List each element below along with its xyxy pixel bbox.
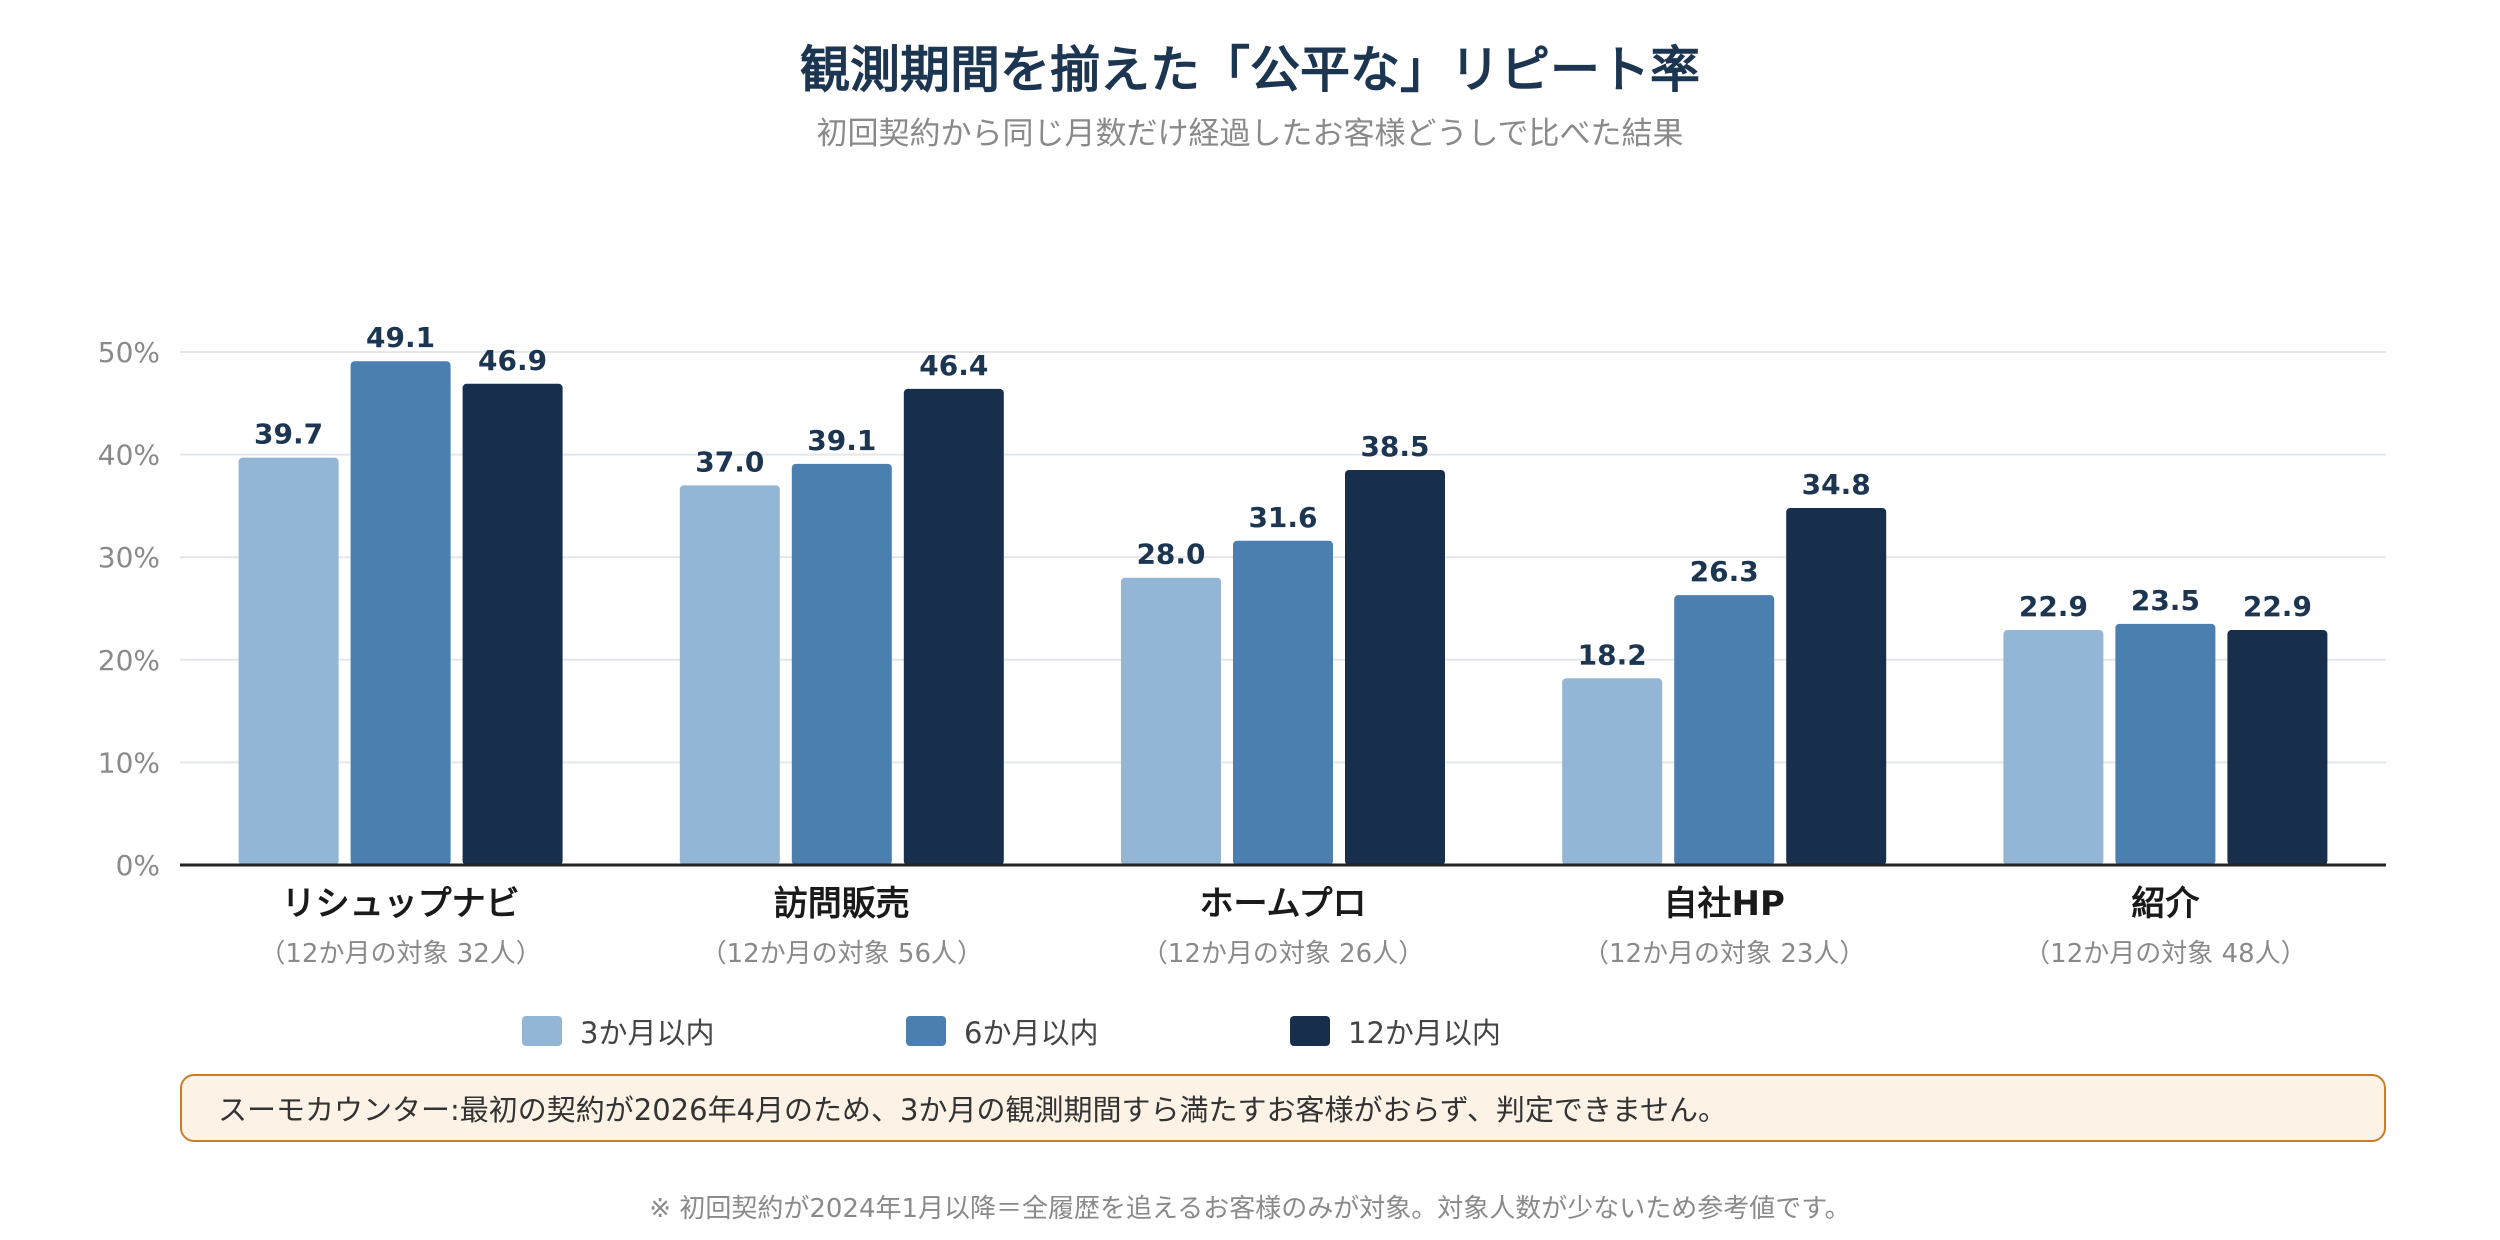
footnote: ※ 初回契約が2024年1月以降＝全履歴を追えるお客様のみが対象。対象人数が少な… bbox=[649, 1194, 1851, 1224]
bar bbox=[1345, 469, 1445, 865]
bar bbox=[903, 388, 1004, 865]
data-label: 37.0 bbox=[695, 445, 764, 478]
bar bbox=[2115, 623, 2216, 865]
category-note: （12か月の対象 32人） bbox=[259, 939, 541, 969]
data-label: 23.5 bbox=[2131, 584, 2200, 617]
category-note: （12か月の対象 23人） bbox=[1583, 939, 1865, 969]
bar bbox=[679, 485, 780, 865]
y-tick-label: 40% bbox=[98, 439, 160, 472]
bar bbox=[1562, 678, 1663, 865]
data-label: 26.3 bbox=[1690, 555, 1759, 588]
data-label: 49.1 bbox=[366, 321, 435, 354]
data-label: 18.2 bbox=[1578, 638, 1647, 671]
y-tick-label: 50% bbox=[98, 336, 160, 369]
notice-box: スーモカウンター:最初の契約が2026年4月のため、3か月の観測期間すら満たすお… bbox=[180, 1074, 2386, 1142]
bar bbox=[462, 383, 563, 865]
bar bbox=[350, 361, 451, 865]
legend: 3か月以内 6か月以内 12か月以内 bbox=[0, 1006, 2500, 1056]
legend-swatch-6m bbox=[906, 1016, 946, 1046]
data-label: 39.1 bbox=[807, 424, 876, 457]
bar bbox=[1786, 507, 1887, 865]
category-label: 紹介 bbox=[2131, 884, 2200, 924]
chart-subtitle: 初回契約から同じ月数だけ経過したお客様どうしで比べた結果 bbox=[816, 116, 1684, 152]
category-label: 訪問販売 bbox=[774, 884, 910, 924]
chart-title: 観測期間を揃えた「公平な」リピート率 bbox=[800, 41, 1700, 99]
data-label: 38.5 bbox=[1360, 430, 1429, 463]
data-label: 31.6 bbox=[1248, 501, 1317, 534]
y-tick-label: 10% bbox=[98, 746, 160, 779]
data-label: 39.7 bbox=[254, 418, 323, 451]
legend-label-6m: 6か月以内 bbox=[964, 1016, 1099, 1050]
data-label: 22.9 bbox=[2243, 590, 2312, 623]
bar bbox=[238, 457, 339, 865]
data-label: 22.9 bbox=[2019, 590, 2088, 623]
y-tick-label: 30% bbox=[98, 541, 160, 574]
bar bbox=[1233, 540, 1333, 865]
notice-text: スーモカウンター:最初の契約が2026年4月のため、3か月の観測期間すら満たすお… bbox=[218, 1093, 1727, 1127]
legend-label-12m: 12か月以内 bbox=[1348, 1016, 1501, 1050]
y-tick-label: 20% bbox=[98, 644, 160, 677]
legend-swatch-12m bbox=[1290, 1016, 1330, 1046]
data-label: 28.0 bbox=[1136, 538, 1205, 571]
data-label: 46.9 bbox=[478, 344, 547, 377]
category-note: （12か月の対象 56人） bbox=[701, 939, 983, 969]
bar bbox=[2003, 630, 2104, 865]
legend-swatch-3m bbox=[522, 1016, 562, 1046]
data-label: 46.4 bbox=[919, 349, 988, 382]
category-note: （12か月の対象 26人） bbox=[1142, 939, 1424, 969]
bar-chart: 0% 10% 20% 30% 40% 50% 39.7 49.1 46.9 リシュップナビ （12か… bbox=[98, 321, 2386, 969]
category-label: 自社HP bbox=[1664, 884, 1785, 924]
category-note: （12か月の対象 48人） bbox=[2024, 939, 2306, 969]
legend-item-12m: 12か月以内 bbox=[1290, 1006, 1501, 1056]
data-label: 34.8 bbox=[1802, 468, 1871, 501]
bar bbox=[791, 463, 892, 865]
y-tick-label: 0% bbox=[116, 849, 160, 882]
bar bbox=[1121, 577, 1221, 865]
legend-label-3m: 3か月以内 bbox=[580, 1016, 715, 1050]
legend-item-3m: 3か月以内 bbox=[522, 1006, 714, 1056]
bar bbox=[2227, 630, 2328, 865]
legend-item-6m: 6か月以内 bbox=[906, 1006, 1098, 1056]
category-label: リシュップナビ bbox=[282, 884, 520, 924]
bar bbox=[1674, 595, 1775, 865]
category-label: ホームプロ bbox=[1200, 884, 1367, 924]
